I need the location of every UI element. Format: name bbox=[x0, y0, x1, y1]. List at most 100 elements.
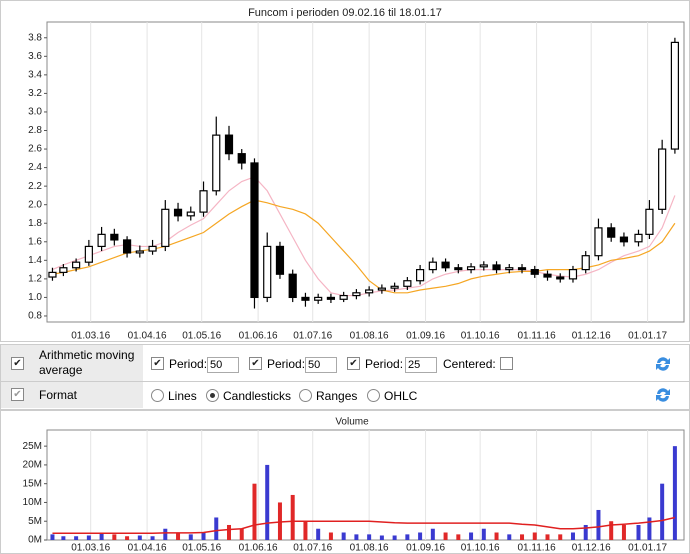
volume-bar bbox=[532, 532, 537, 540]
x-tick-label: 01.08.16 bbox=[350, 331, 389, 342]
row-label bbox=[1, 382, 143, 408]
candle-body bbox=[173, 208, 183, 217]
candle-body bbox=[377, 287, 386, 291]
candle-body bbox=[263, 245, 272, 299]
volume-bar bbox=[341, 532, 346, 540]
volume-bar bbox=[558, 534, 563, 540]
x-tick-label: 01.12.16 bbox=[572, 543, 611, 554]
volume-bar bbox=[112, 534, 117, 540]
option[interactable]: OHLC bbox=[384, 389, 418, 403]
option[interactable]: Lines bbox=[168, 389, 197, 403]
x-tick-label: 01.05.16 bbox=[182, 543, 221, 554]
candle-body bbox=[479, 264, 488, 268]
volume-bar bbox=[176, 532, 181, 540]
x-tick-label: 01.09.16 bbox=[406, 331, 445, 342]
candle-body bbox=[352, 292, 361, 297]
period-input[interactable]: 50 bbox=[305, 357, 337, 373]
volume-bar bbox=[570, 532, 575, 540]
y-tick-label: 2.0 bbox=[28, 199, 42, 210]
x-tick-label: 01.03.16 bbox=[71, 543, 110, 554]
volume-bar bbox=[61, 536, 66, 540]
volume-bar bbox=[494, 532, 499, 540]
candle-body bbox=[288, 273, 297, 299]
volume-plot bbox=[46, 429, 685, 541]
volume-bar bbox=[137, 535, 142, 540]
x-tick-label: 01.11.16 bbox=[517, 543, 556, 554]
radio[interactable] bbox=[367, 389, 380, 402]
volume-bar bbox=[672, 446, 677, 540]
volume-bar bbox=[621, 524, 626, 540]
candle-body bbox=[186, 211, 195, 217]
y-tick-label: 1.8 bbox=[28, 218, 42, 229]
x-tick-label: 01.06.16 bbox=[239, 543, 278, 554]
candle-body bbox=[72, 261, 81, 269]
checkbox[interactable] bbox=[500, 357, 513, 370]
chart-title: Funcom i perioden 09.02.16 til 18.01.17 bbox=[248, 7, 442, 19]
checkbox[interactable]: ✔ bbox=[11, 357, 24, 370]
candle-body bbox=[212, 134, 221, 192]
period-input[interactable]: 25 bbox=[405, 357, 437, 373]
option[interactable]: Ranges bbox=[316, 389, 358, 403]
volume-bar bbox=[545, 534, 550, 540]
y-tick-label: 0M bbox=[28, 535, 42, 546]
format-row: ✔ Format Lines Candlesticks Ranges OHLC bbox=[1, 382, 689, 408]
volume-bar bbox=[252, 483, 257, 540]
y-tick-label: 15M bbox=[23, 478, 42, 489]
volume-bar bbox=[188, 534, 193, 540]
volume-bar bbox=[239, 528, 244, 540]
candle-body bbox=[326, 296, 336, 300]
candle-body bbox=[505, 267, 514, 271]
radio[interactable] bbox=[299, 389, 312, 402]
volume-bar bbox=[430, 528, 435, 540]
candle-body bbox=[454, 267, 463, 271]
candle-body bbox=[492, 264, 501, 271]
y-tick-label: 1.2 bbox=[28, 274, 42, 285]
volume-bar bbox=[125, 536, 130, 540]
label: Arithmetic moving average bbox=[39, 348, 135, 377]
refresh-button[interactable] bbox=[653, 354, 673, 374]
x-tick-label: 01.03.16 bbox=[71, 331, 110, 342]
y-tick-label: 10M bbox=[23, 497, 42, 508]
volume-bar bbox=[367, 534, 372, 540]
candle-body bbox=[122, 239, 132, 254]
volume-bar bbox=[636, 524, 641, 540]
candle-body bbox=[403, 280, 412, 287]
x-tick-label: 01.04.16 bbox=[128, 543, 167, 554]
volume-bar bbox=[443, 532, 448, 540]
volume-bar bbox=[520, 534, 525, 540]
volume-bar bbox=[596, 509, 601, 540]
checkbox[interactable]: ✔ bbox=[249, 357, 262, 370]
candle-body bbox=[275, 245, 285, 275]
candle-body bbox=[441, 261, 450, 269]
checkbox[interactable]: ✔ bbox=[151, 357, 164, 370]
candle-body bbox=[301, 296, 310, 301]
candle-body bbox=[148, 245, 157, 252]
candle-body bbox=[224, 134, 234, 155]
candle-body bbox=[48, 271, 57, 278]
label: Period: bbox=[169, 357, 208, 371]
radio[interactable] bbox=[206, 389, 219, 402]
y-tick-label: 3.4 bbox=[28, 69, 42, 80]
x-tick-label: 01.08.16 bbox=[350, 543, 389, 554]
volume-bar bbox=[74, 536, 79, 540]
candle-body bbox=[365, 289, 374, 294]
volume-bar bbox=[354, 534, 359, 540]
checkbox[interactable]: ✔ bbox=[11, 388, 24, 401]
x-tick-label: 01.12.16 bbox=[572, 331, 611, 342]
option[interactable]: Candlesticks bbox=[223, 389, 292, 403]
refresh-button[interactable] bbox=[653, 385, 673, 405]
x-tick-label: 01.10.16 bbox=[461, 543, 500, 554]
candle-body bbox=[416, 269, 425, 282]
candle-body bbox=[84, 245, 93, 263]
label: Format bbox=[39, 388, 78, 402]
y-tick-label: 3.8 bbox=[28, 32, 42, 43]
radio[interactable] bbox=[151, 389, 164, 402]
candle-body bbox=[314, 296, 323, 301]
volume-bar bbox=[214, 517, 219, 540]
candle-body bbox=[135, 250, 144, 254]
candle-body bbox=[645, 208, 654, 235]
volume-bar bbox=[290, 494, 295, 540]
period-input[interactable]: 50 bbox=[207, 357, 239, 373]
checkbox[interactable]: ✔ bbox=[347, 357, 360, 370]
